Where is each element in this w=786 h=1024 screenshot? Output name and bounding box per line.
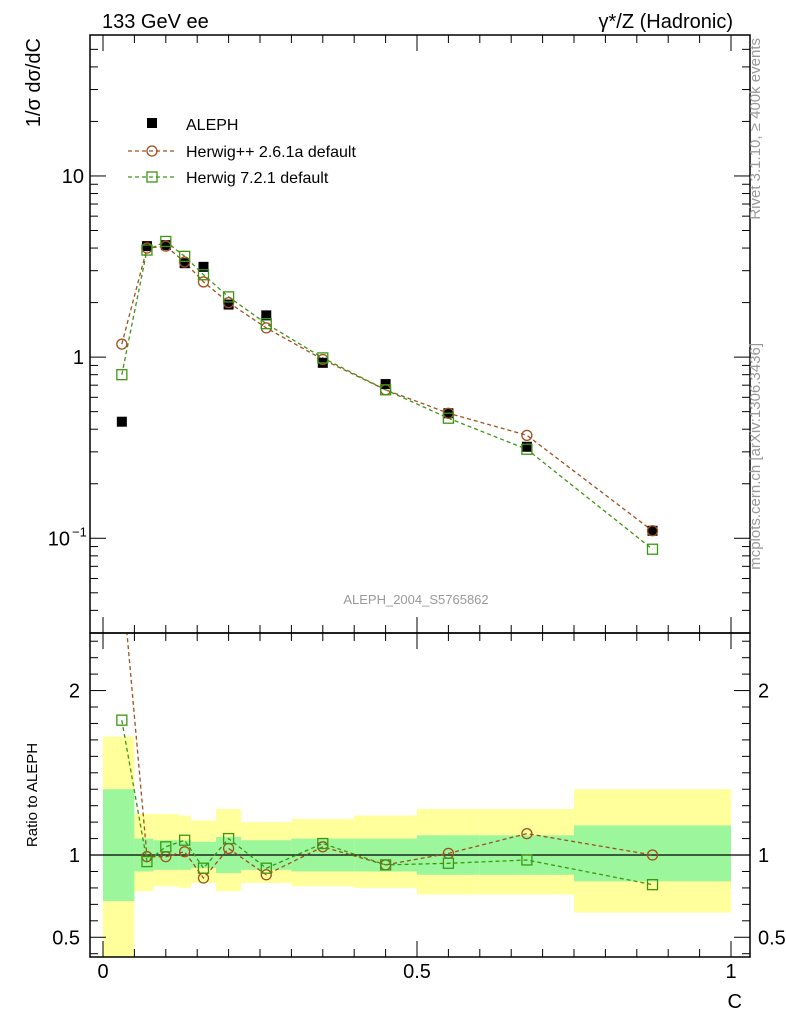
main-point-s2	[260, 318, 272, 330]
main-y-tick-label: 10	[48, 528, 70, 550]
ratio-y-tick-label-right: 1	[758, 845, 769, 867]
main-point-s0	[521, 441, 532, 452]
ratio-point-s0	[646, 849, 659, 861]
main-point-s2	[646, 543, 659, 555]
legend-marker-aleph	[147, 118, 157, 128]
ratio-point-s1	[197, 862, 210, 874]
main-y-tick-label: 10	[62, 166, 84, 188]
ratio-point-s1	[160, 841, 172, 853]
ratio-y-tick-label-right: 0.5	[758, 927, 786, 949]
header-left: 133 GeV ee	[102, 11, 209, 33]
main-series-line-2	[121, 240, 653, 550]
main-point-s0	[116, 416, 127, 427]
ratio-series-line-0	[126, 633, 653, 880]
main-point-s2	[141, 244, 153, 256]
ratio-y-tick-label-left: 0.5	[52, 927, 80, 949]
main-point-s0	[160, 240, 171, 251]
main-point-s2	[379, 384, 392, 396]
x-tick-labels: 0 0.5 1	[97, 961, 736, 983]
side-label-bottom: mcplots.cern.ch [arXiv:1306.3436]	[747, 343, 764, 570]
main-point-s2	[442, 412, 455, 424]
x-tick-label: 1	[725, 961, 736, 983]
ratio-point-s1	[317, 837, 329, 850]
ratio-point-s1	[178, 834, 191, 846]
legend-label-aleph: ALEPH	[186, 117, 238, 134]
ratio-ticks	[90, 633, 750, 957]
x-tick-label: 0.5	[403, 961, 431, 983]
main-point-s1	[646, 525, 659, 537]
main-point-s1	[116, 338, 128, 350]
x-tick-label: 0	[97, 961, 108, 983]
main-ticks	[90, 34, 750, 634]
ratio-point-s1	[260, 862, 272, 874]
main-point-s2	[178, 250, 191, 262]
ratio-point-s0	[117, 570, 127, 580]
ratio-band-inner	[103, 789, 135, 902]
ratio-panel-frame	[89, 632, 751, 958]
ratio-bands	[103, 736, 731, 957]
ratio-point-s0	[178, 846, 191, 858]
main-point-s1	[178, 256, 191, 268]
ratio-point-s1	[646, 878, 659, 891]
watermark: ALEPH_2004_S5765862	[343, 592, 488, 607]
ratio-point-s0	[521, 827, 533, 840]
legend-label-herwig7: Herwig 7.2.1 default	[186, 170, 329, 187]
ratio-point-s1	[141, 855, 153, 868]
ratio-point-s1	[379, 859, 392, 871]
main-point-s0	[261, 310, 272, 321]
main-point-s1	[521, 429, 533, 441]
main-point-s2	[521, 443, 533, 455]
legend-label-herwig-pp: Herwig++ 2.6.1a default	[186, 144, 356, 161]
main-point-s0	[380, 379, 391, 390]
ratio-series-line-1	[121, 720, 653, 886]
main-point-s0	[141, 241, 152, 252]
ratio-y-tick-labels: 2 2 1 1 0.5 0.5	[52, 681, 786, 950]
side-label-top: Rivet 3.1.10, ≥ 400k events	[747, 38, 764, 220]
ratio-y-tick-label-left: 2	[69, 681, 80, 703]
main-point-s2	[222, 291, 235, 303]
ratio-y-tick-label-right: 2	[758, 681, 769, 703]
legend: ALEPH Herwig++ 2.6.1a default Herwig 7.2…	[128, 117, 356, 187]
main-point-s1	[197, 276, 210, 288]
legend-marker-herwig-pp	[146, 145, 158, 157]
main-point-s1	[222, 296, 235, 309]
ratio-point-s1	[222, 832, 235, 845]
ratio-y-axis-label: Ratio to ALEPH	[24, 743, 41, 847]
legend-marker-herwig7	[146, 171, 158, 183]
ratio-point-s0	[260, 869, 272, 881]
ratio-point-s1	[116, 714, 128, 726]
main-point-s2	[317, 352, 329, 364]
main-point-s2	[116, 369, 128, 381]
main-point-s0	[198, 261, 209, 272]
header-right: γ*/Z (Hadronic)	[599, 11, 733, 33]
main-y-tick-label: 1	[73, 347, 84, 369]
ratio-y-tick-label-left: 1	[69, 845, 80, 867]
main-point-s2	[197, 269, 210, 281]
main-y-axis-label: 1/σ dσ/dC	[23, 38, 45, 127]
main-y-tick-exponent: −1	[72, 524, 87, 539]
x-axis-label: C	[728, 991, 742, 1013]
ratio-band-inner	[574, 825, 731, 882]
main-point-s0	[223, 299, 234, 310]
main-point-s0	[647, 525, 658, 536]
main-series	[116, 235, 659, 555]
main-point-s2	[160, 235, 172, 248]
ratio-point-s1	[521, 854, 533, 866]
ratio-point-s1	[442, 857, 455, 869]
main-point-s0	[179, 258, 190, 269]
ratio-panel: 2 21 10.5 0.5 0 0.5 1 Ratio to ALEPH C	[24, 570, 786, 1013]
ratio-series	[116, 570, 659, 891]
